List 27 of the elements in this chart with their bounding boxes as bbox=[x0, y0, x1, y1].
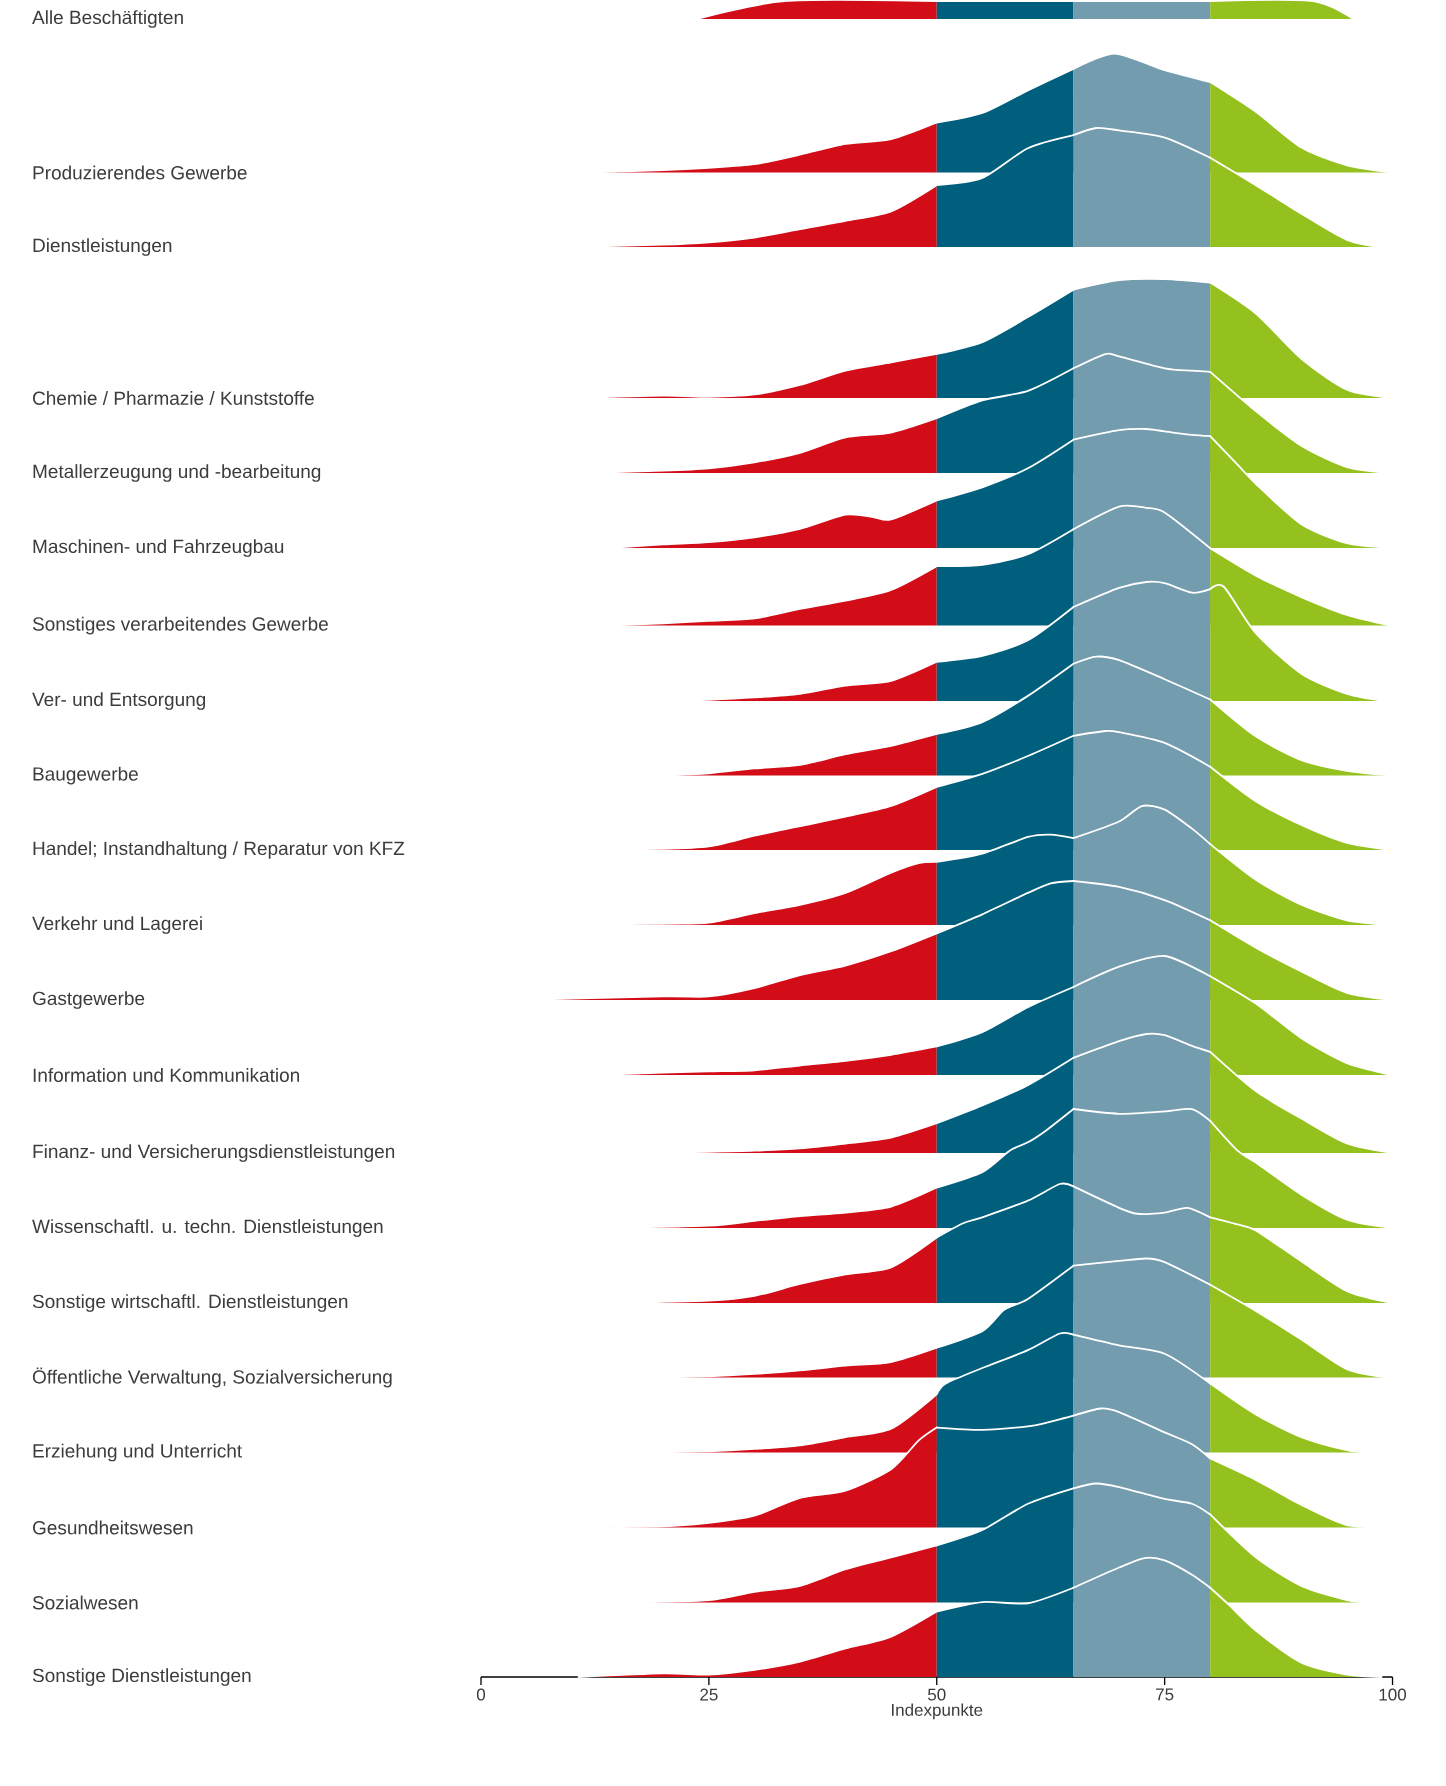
y-axis-title: Öffentliche Verwaltung, Sozialversicherung bbox=[32, 1367, 392, 1388]
y-axis-title: Sonstiges verarbeitendes Gewerbe bbox=[32, 616, 328, 635]
y-axis-title: Metallerzeugung und -bearbeitung bbox=[33, 464, 321, 482]
y-axis-title: Sonstige wirtschaftl. Dienstleistungen bbox=[32, 1294, 348, 1312]
x-tick-label: 50 bbox=[927, 1688, 946, 1701]
y-axis-title: Alle Beschäftigten bbox=[32, 10, 183, 28]
y-axis-title: Maschinen- und Fahrzeugbau bbox=[33, 539, 284, 557]
y-axis-title: Handel; Instandhaltung / Reparatur von KFZ bbox=[33, 841, 405, 859]
y-axis-title: Chemie / Pharmazie / Kunststoffe bbox=[32, 391, 314, 405]
y-axis-title: Finanz- und Versicherungsdienstleistungen bbox=[33, 1144, 395, 1162]
y-axis-title: Wissenschaftl. u. techn. Dienstleistungen bbox=[32, 1219, 383, 1237]
y-axis-title: Baugewerbe bbox=[33, 766, 138, 785]
y-axis-title: Erziehung und Unterricht bbox=[33, 1443, 243, 1462]
x-axis-title: Indexpunkte bbox=[892, 1703, 983, 1720]
y-axis-title: Dienstleistungen bbox=[33, 238, 172, 256]
y-axis-title: Sozialwesen bbox=[32, 1595, 138, 1610]
y-axis-title: Information und Kommunikation bbox=[33, 1068, 299, 1082]
x-tick-label: 75 bbox=[1156, 1688, 1174, 1701]
y-axis-title: Verkehr und Lagerei bbox=[32, 916, 202, 934]
y-axis-title: Ver- und Entsorgung bbox=[32, 692, 206, 710]
y-axis-title: Sonstige Dienstleistungen bbox=[32, 1668, 251, 1686]
y-axis-title: Gesundheitswesen bbox=[32, 1520, 193, 1535]
y-axis-title: Produzierendes Gewerbe bbox=[33, 165, 247, 180]
x-tick-label: 0 bbox=[476, 1688, 486, 1701]
x-tick-label: 25 bbox=[700, 1688, 718, 1701]
x-tick-label: 100 bbox=[1379, 1688, 1407, 1701]
y-axis-title: Gastgewerbe bbox=[32, 991, 145, 1009]
